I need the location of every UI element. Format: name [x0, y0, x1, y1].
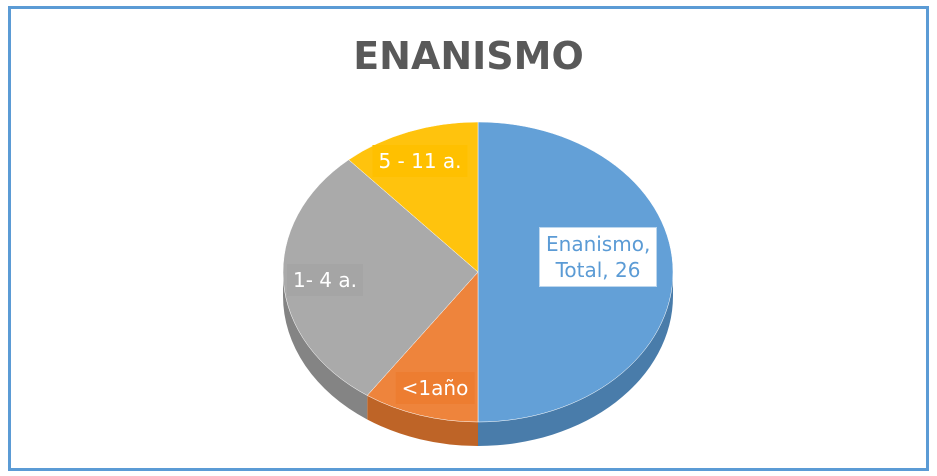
data-label: <1año	[395, 372, 475, 404]
slice-side	[367, 395, 478, 446]
data-label: 5 - 11 a.	[372, 145, 468, 177]
chart-frame	[8, 6, 929, 471]
chart-title: ENANISMO	[353, 34, 584, 78]
slice	[282, 159, 479, 396]
data-label: 1- 4 a.	[287, 264, 363, 296]
data-label: Enanismo, Total, 26	[539, 227, 657, 287]
slice-side	[478, 272, 673, 446]
